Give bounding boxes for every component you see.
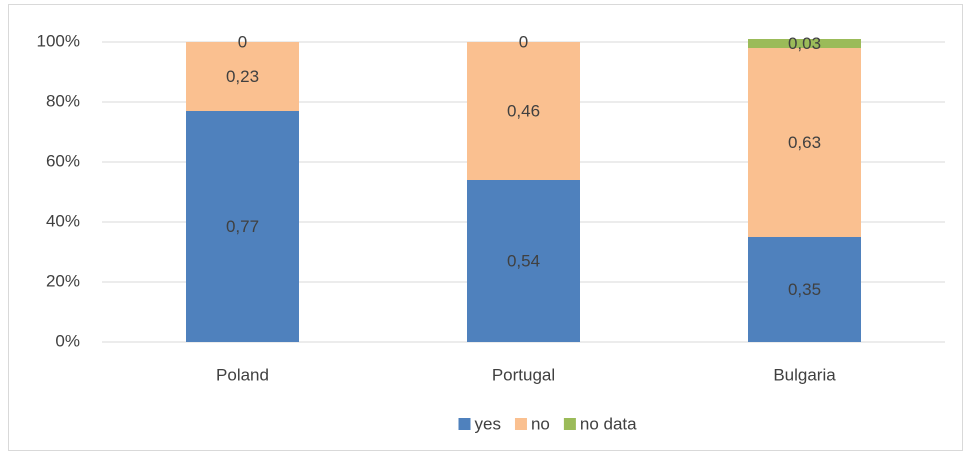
y-tick-label: 100% — [37, 31, 80, 50]
x-tick-label: Bulgaria — [773, 365, 836, 384]
legend-swatch — [514, 418, 527, 430]
y-tick-label: 20% — [46, 271, 80, 290]
bar-segment — [467, 42, 580, 180]
data-label: 0,63 — [788, 133, 821, 152]
data-label: 0,54 — [507, 251, 540, 270]
data-label: 0,35 — [788, 280, 821, 299]
data-label: 0,77 — [226, 217, 259, 236]
legend-label: no — [531, 414, 550, 433]
x-tick-label: Portugal — [492, 365, 555, 384]
data-label: 0,03 — [788, 34, 821, 53]
legend-swatch — [563, 418, 576, 430]
bar-segment — [748, 48, 861, 237]
bar-segment — [467, 180, 580, 342]
x-tick-label: Poland — [216, 365, 269, 384]
y-tick-label: 60% — [46, 151, 80, 170]
bar-segment — [186, 42, 299, 111]
bar-segment — [748, 237, 861, 342]
bar-segment — [186, 111, 299, 342]
legend-swatch — [458, 418, 471, 430]
data-label: 0,23 — [226, 67, 259, 86]
data-label: 0,46 — [507, 101, 540, 120]
data-label: 0 — [238, 32, 247, 51]
data-label: 0 — [519, 32, 528, 51]
y-tick-label: 80% — [46, 91, 80, 110]
legend-label: yes — [475, 414, 501, 433]
legend-label: no data — [580, 414, 637, 433]
y-tick-label: 40% — [46, 211, 80, 230]
bar-segment — [748, 39, 861, 48]
y-tick-label: 0% — [55, 331, 80, 350]
